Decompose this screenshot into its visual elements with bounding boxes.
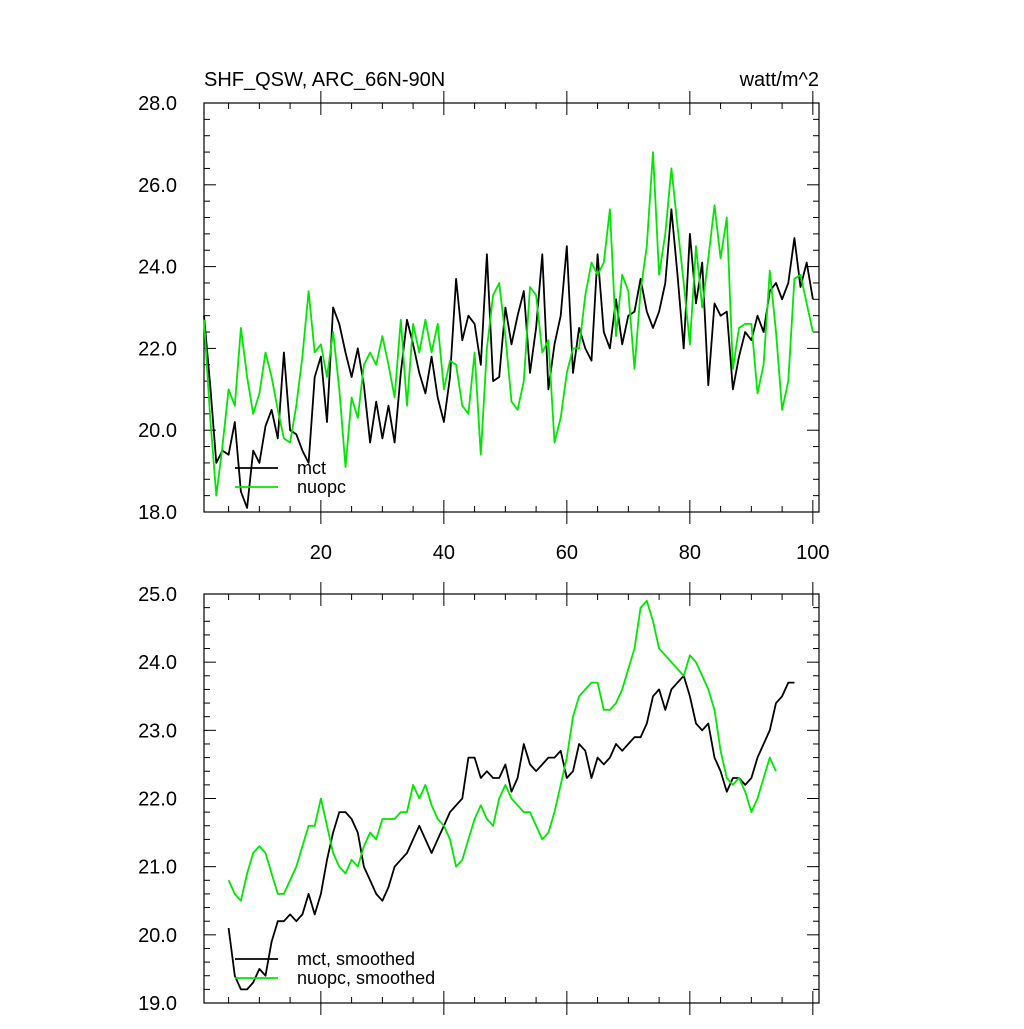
series-line-nuopc	[203, 151, 814, 497]
y-tick-label: 25.0	[138, 584, 177, 606]
legend-label: mct	[297, 458, 326, 478]
y-tick-label: 22.0	[138, 338, 177, 360]
series-line-mct-smoothed	[227, 674, 795, 991]
plot-frame	[203, 102, 820, 513]
chart-panel-2: 19.0 20.0 21.0 22.0 23.0 24.0 25.0 mct, smoothe…	[138, 582, 820, 1015]
chart-title: SHF_QSW, ARC_66N-90N	[204, 69, 445, 91]
y-tick-label: 23.0	[138, 720, 177, 742]
legend-label: mct, smoothed	[297, 949, 415, 969]
y-tick-label: 24.0	[138, 257, 177, 279]
x-tick-label: 60	[556, 542, 578, 564]
y-tick-label: 20.0	[138, 925, 177, 947]
series-line-mct	[203, 208, 814, 509]
y-tick-label: 20.0	[138, 420, 177, 442]
y-tick-label: 24.0	[138, 652, 177, 674]
x-tick-label: 40	[433, 542, 455, 564]
x-tick-label: 80	[679, 542, 701, 564]
x-tick-label: 100	[796, 542, 829, 564]
y-tick-label: 21.0	[138, 857, 177, 879]
y-tick-label: 22.0	[138, 789, 177, 811]
chart-panel-1: 18.0 20.0 22.0 24.0 26.0 28.0 20 40 60 80 100 SHF_Q…	[138, 69, 829, 564]
y-tick-label: 18.0	[138, 502, 177, 524]
x-tick-label: 20	[310, 542, 332, 564]
y-tick-label: 19.0	[138, 993, 177, 1015]
legend-label: nuopc, smoothed	[297, 968, 435, 988]
y-tick-label: 26.0	[138, 175, 177, 197]
y-tick-label: 28.0	[138, 93, 177, 115]
units-label: watt/m^2	[739, 69, 819, 91]
legend-label: nuopc	[297, 477, 346, 497]
series-line-nuopc-smoothed	[227, 599, 777, 902]
